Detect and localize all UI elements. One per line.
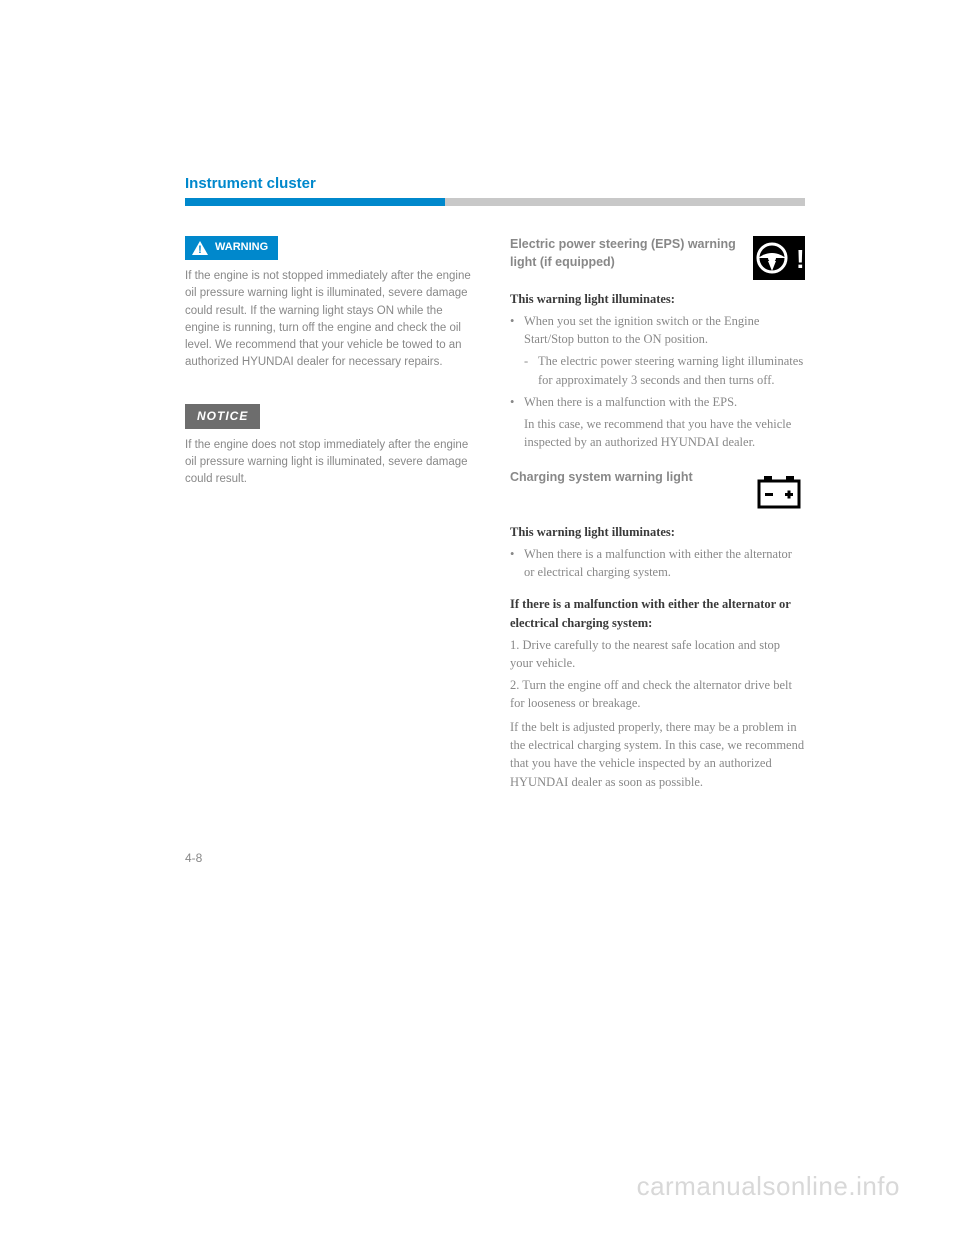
battery-bullet-1-text: When there is a malfunction with either … — [524, 545, 805, 581]
warning-triangle-icon: ! — [191, 240, 209, 256]
eps-sub-bullet: - The electric power steering warning li… — [524, 352, 805, 388]
eps-sub-bullet-text: The electric power steering warning ligh… — [538, 352, 805, 388]
battery-title: Charging system warning light — [510, 469, 753, 487]
battery-bullet-1: • When there is a malfunction with eithe… — [510, 545, 805, 581]
bullet-mark: • — [510, 545, 524, 581]
battery-note: If the belt is adjusted properly, there … — [510, 718, 805, 791]
eps-bullet-1: • When you set the ignition switch or th… — [510, 312, 805, 348]
eps-bullet-1-text: When you set the ignition switch or the … — [524, 312, 805, 348]
battery-step-1: 1. Drive carefully to the nearest safe l… — [510, 636, 805, 672]
two-column-layout: ! WARNING If the engine is not stopped i… — [185, 236, 805, 791]
eps-note: In this case, we recommend that you have… — [524, 415, 805, 451]
warning-box: ! WARNING If the engine is not stopped i… — [185, 236, 480, 372]
notice-text: If the engine does not stop immediately … — [185, 437, 480, 489]
battery-sub-head: If there is a malfunction with either th… — [510, 595, 805, 631]
bullet-mark: • — [510, 393, 524, 411]
battery-step-2: 2. Turn the engine off and check the alt… — [510, 676, 805, 712]
battery-warning-icon — [753, 469, 805, 513]
svg-text:!: ! — [198, 244, 202, 256]
left-column: ! WARNING If the engine is not stopped i… — [185, 236, 480, 791]
right-column: Electric power steering (EPS) warning li… — [510, 236, 805, 791]
warning-text: If the engine is not stopped immediately… — [185, 268, 480, 372]
eps-bullet-2-text: When there is a malfunction with the EPS… — [524, 393, 805, 411]
eps-para-head: This warning light illuminates: — [510, 290, 805, 308]
bullet-mark: • — [510, 312, 524, 348]
eps-bullet-2: • When there is a malfunction with the E… — [510, 393, 805, 411]
battery-para-head: This warning light illuminates: — [510, 523, 805, 541]
header-bar-gray — [445, 198, 805, 206]
sub-bullet-mark: - — [524, 352, 538, 388]
svg-text:!: ! — [796, 244, 805, 274]
warning-label-text: WARNING — [215, 240, 268, 256]
battery-section-head: Charging system warning light — [510, 469, 805, 513]
watermark: carmanualsonline.info — [637, 1171, 900, 1202]
warning-label: ! WARNING — [185, 236, 278, 260]
eps-section-head: Electric power steering (EPS) warning li… — [510, 236, 805, 280]
notice-label: NOTICE — [185, 404, 260, 429]
header-bar — [185, 198, 805, 206]
section-header: Instrument cluster — [185, 175, 805, 192]
notice-box: NOTICE If the engine does not stop immed… — [185, 404, 480, 489]
eps-title: Electric power steering (EPS) warning li… — [510, 236, 753, 271]
header-bar-blue — [185, 198, 445, 206]
page-number: 4-8 — [185, 851, 805, 865]
steering-wheel-warning-icon: ! — [753, 236, 805, 280]
